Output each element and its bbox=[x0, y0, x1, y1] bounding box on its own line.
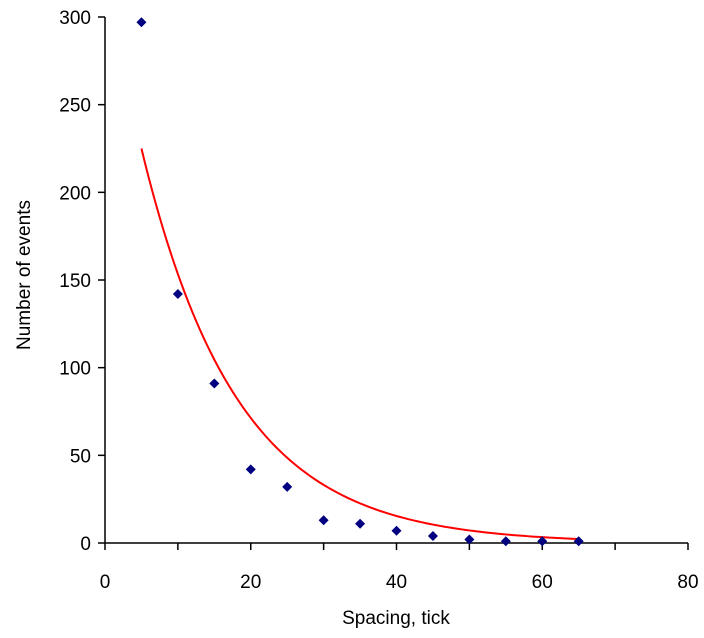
data-point bbox=[282, 481, 293, 492]
y-tick-label: 100 bbox=[59, 359, 91, 380]
data-point bbox=[136, 17, 147, 28]
data-point bbox=[245, 464, 256, 475]
y-tick-label: 150 bbox=[59, 271, 91, 292]
y-tick-label: 0 bbox=[80, 534, 91, 555]
y-tick-label: 300 bbox=[59, 8, 91, 29]
data-point bbox=[464, 534, 475, 545]
data-point bbox=[172, 289, 183, 300]
y-tick-label: 50 bbox=[70, 446, 91, 467]
y-tick-label: 200 bbox=[59, 183, 91, 204]
data-point bbox=[427, 530, 438, 541]
y-axis-title: Number of events bbox=[14, 200, 35, 350]
data-point bbox=[355, 518, 366, 529]
tick-labels: 0 50 100 150 200 250 300 0 20 40 60 80 bbox=[59, 8, 698, 593]
x-tick-label: 0 bbox=[100, 572, 111, 593]
axes bbox=[98, 16, 689, 550]
data-point bbox=[391, 525, 402, 536]
x-tick-label: 20 bbox=[240, 572, 261, 593]
data-point bbox=[573, 536, 584, 547]
x-tick-label: 40 bbox=[386, 572, 407, 593]
data-point bbox=[318, 515, 329, 526]
fit-curve-line bbox=[140, 148, 579, 541]
data-point bbox=[537, 536, 548, 547]
x-tick-label: 60 bbox=[532, 572, 553, 593]
data-point bbox=[209, 378, 220, 389]
x-tick-label: 80 bbox=[677, 572, 698, 593]
data-point bbox=[500, 536, 511, 547]
data-points bbox=[136, 17, 584, 547]
y-tick-label: 250 bbox=[59, 96, 91, 117]
fit-curve-layer bbox=[140, 148, 579, 541]
x-axis-title: Spacing, tick bbox=[342, 608, 450, 629]
